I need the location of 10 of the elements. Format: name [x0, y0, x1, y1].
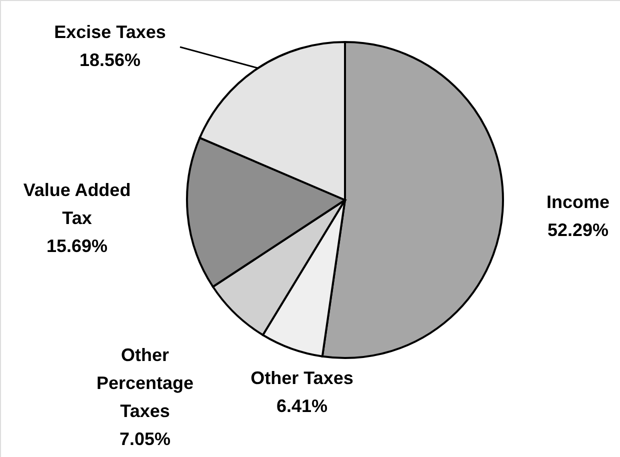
- data-label: 6.41%: [276, 396, 328, 416]
- data-label: 7.05%: [119, 429, 171, 449]
- slice-label: Other Taxes: [250, 368, 354, 388]
- slice-label: Other Percentage Taxes: [96, 345, 194, 421]
- data-label: 52.29%: [547, 220, 609, 240]
- data-label: 15.69%: [46, 236, 108, 256]
- slice-label: Value Added Tax: [23, 180, 131, 228]
- slice-label: Excise Taxes: [54, 22, 166, 42]
- data-label: 18.56%: [79, 50, 141, 70]
- slice-label: Income: [546, 192, 610, 212]
